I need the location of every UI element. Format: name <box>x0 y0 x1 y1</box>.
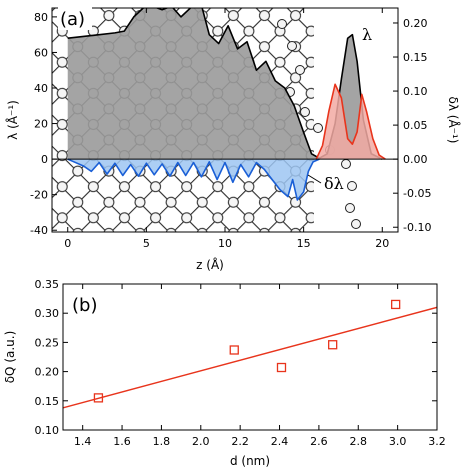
y-tick-label-left: 0 <box>41 153 48 166</box>
molecule-atom <box>347 181 357 191</box>
y-tick-label: 0.10 <box>35 424 60 437</box>
x-tick-label: 3.2 <box>428 435 446 448</box>
y-tick-label: 0.35 <box>35 278 60 291</box>
molecule-atom <box>341 159 351 169</box>
panel-a-label-bg <box>58 6 92 30</box>
x-tick-label: 5 <box>143 237 150 250</box>
y-tick-label: 0.25 <box>35 336 60 349</box>
series-label-lambda: λ <box>362 25 372 44</box>
panel-b-frame <box>62 283 438 431</box>
molecule-atom <box>313 123 323 133</box>
y-tick-label-left: 80 <box>34 11 48 24</box>
panel-a-label: (a) <box>60 9 85 30</box>
panel-a-ylabel-left: λ (Å⁻¹) <box>5 100 20 140</box>
y-tick-label-right: 0.05 <box>403 119 428 132</box>
y-tick-label-right: -0.10 <box>403 221 431 234</box>
series-area-2 <box>67 159 320 200</box>
x-tick-label: 3.0 <box>389 435 407 448</box>
x-tick-label: 2.4 <box>271 435 289 448</box>
panel-a-series <box>67 8 386 201</box>
molecule-atom <box>351 219 361 229</box>
x-tick-label: 15 <box>297 237 311 250</box>
molecule-atom <box>287 41 297 51</box>
panel-a-y-ticks-left: -40 -20 0 20 40 60 80 <box>30 11 57 237</box>
y-tick-label-left: 40 <box>34 82 48 95</box>
y-tick-label-right: 0.20 <box>403 17 428 30</box>
y-tick-label: 0.30 <box>35 307 60 320</box>
panel-b-xlabel: d (nm) <box>230 454 270 468</box>
molecule-atom <box>295 65 305 75</box>
panel-a-ylabel-right: δλ (Å⁻¹) <box>446 97 461 144</box>
molecule-atom <box>300 107 310 117</box>
y-tick-label-left: 60 <box>34 46 48 59</box>
y-tick-label-left: -40 <box>30 224 48 237</box>
x-tick-label: 1.6 <box>113 435 131 448</box>
series-area-0 <box>67 8 383 160</box>
fit-line <box>63 306 437 409</box>
series-area-1 <box>316 84 386 160</box>
y-tick-label-right: 0.10 <box>403 85 428 98</box>
panel-b-content <box>63 299 437 409</box>
x-tick-label: 2.2 <box>231 435 249 448</box>
x-tick-label: 2.0 <box>192 435 210 448</box>
panel-b-x-ticks: 1.4 1.6 1.8 2.0 2.2 2.4 2.6 2.8 3.0 3.2 <box>74 284 446 448</box>
data-point <box>391 299 401 310</box>
series-line-0 <box>67 8 383 160</box>
x-tick-label: 2.6 <box>310 435 328 448</box>
delta-lambda-pointer <box>307 174 322 184</box>
y-tick-label-right: 0.00 <box>403 153 428 166</box>
data-point <box>328 340 338 350</box>
x-tick-label: 10 <box>218 237 232 250</box>
data-point <box>229 345 239 355</box>
y-tick-label: 0.15 <box>35 395 60 408</box>
panel-a-y-ticks-right: -0.10 -0.05 0.00 0.05 0.10 0.15 0.20 <box>393 17 431 234</box>
y-tick-label-left: -20 <box>30 189 48 202</box>
panel-b-label: (b) <box>72 295 97 316</box>
x-tick-label: 1.8 <box>153 435 171 448</box>
y-tick-label: 0.20 <box>35 366 60 379</box>
x-tick-label: 2.8 <box>350 435 368 448</box>
series-label-delta-lambda: δλ <box>324 174 344 193</box>
data-point <box>276 362 287 373</box>
x-tick-label: 0 <box>64 237 71 250</box>
panel-a: 0 5 10 15 20 -40 -20 0 20 40 60 80 -0.10 -0.05 0.00 0… <box>5 6 461 272</box>
y-tick-label-left: 20 <box>34 118 48 131</box>
x-tick-label: 1.4 <box>74 435 92 448</box>
panel-a-x-ticks: 0 5 10 15 20 <box>64 8 389 250</box>
panel-a-xlabel: z (Å) <box>196 257 224 272</box>
panel-b-ylabel: δQ (a.u.) <box>3 331 17 384</box>
data-point <box>93 393 104 403</box>
molecule-atom <box>277 19 287 29</box>
molecule-atom <box>345 203 355 213</box>
panel-b: 1.4 1.6 1.8 2.0 2.2 2.4 2.6 2.8 3.0 3.2 0.100.150… <box>3 278 446 468</box>
y-tick-label-right: 0.15 <box>403 51 428 64</box>
y-tick-label-right: -0.05 <box>403 187 431 200</box>
series-line-2 <box>67 158 320 201</box>
x-tick-label: 20 <box>375 237 389 250</box>
series-line-1 <box>315 83 386 160</box>
panel-b-y-ticks: 0.10 0.15 0.20 0.25 0.30 0.35 <box>35 278 437 437</box>
